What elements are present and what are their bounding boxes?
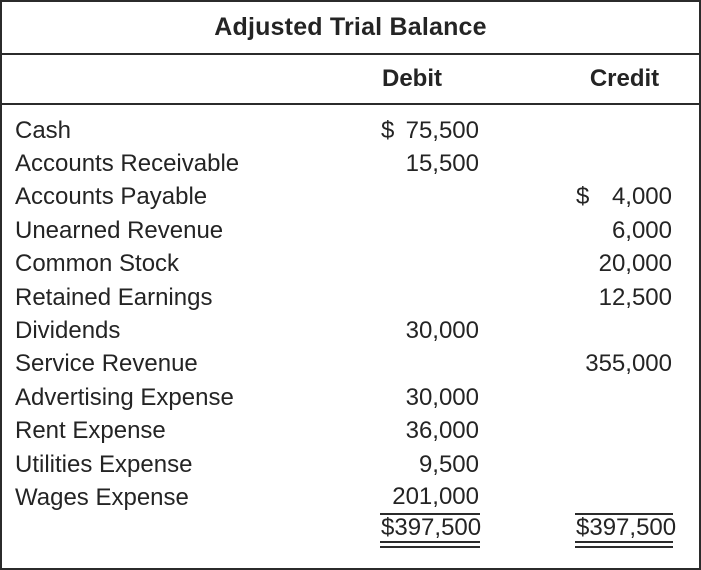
table-row: Cash $75,500 bbox=[2, 114, 699, 147]
table-row: Unearned Revenue 6,000 bbox=[2, 214, 699, 247]
account-name: Rent Expense bbox=[15, 417, 166, 445]
credit-amount-cell: 20,000 bbox=[575, 248, 673, 281]
debit-amount-cell bbox=[380, 181, 480, 214]
debit-total-cell: $ 397,500 bbox=[380, 513, 482, 549]
credit-amount-cell: 12,500 bbox=[575, 281, 673, 314]
table-row: Accounts Payable $4,000 bbox=[2, 181, 699, 214]
credit-amount-cell bbox=[575, 448, 673, 481]
debit-amount-cell: 30,000 bbox=[380, 381, 480, 414]
table-row: Advertising Expense 30,000 bbox=[2, 381, 699, 414]
credit-amount-cell bbox=[575, 114, 673, 147]
debit-value: 15,500 bbox=[405, 150, 479, 178]
credit-value: 4,000 bbox=[611, 183, 672, 211]
column-header-credit: Credit bbox=[589, 65, 660, 92]
credit-currency: $ bbox=[576, 183, 590, 211]
table-row: Dividends 30,000 bbox=[2, 314, 699, 347]
credit-amount-cell: 355,000 bbox=[575, 348, 673, 381]
table-body: Cash $75,500 Accounts Receivable 15,500 Acco… bbox=[2, 105, 699, 555]
table-row: Wages Expense 201,000 bbox=[2, 481, 699, 515]
credit-total-cell: $ 397,500 bbox=[575, 513, 677, 549]
page-title: Adjusted Trial Balance bbox=[214, 13, 487, 41]
account-name: Accounts Receivable bbox=[15, 150, 240, 178]
account-name: Advertising Expense bbox=[15, 383, 234, 411]
credit-value: 20,000 bbox=[598, 250, 672, 278]
debit-amount-cell: $75,500 bbox=[380, 114, 480, 147]
credit-total-currency: $ bbox=[576, 513, 590, 541]
column-header-row: Debit Credit bbox=[2, 55, 699, 105]
debit-amount-cell: 15,500 bbox=[380, 147, 480, 180]
column-header-debit: Debit bbox=[382, 65, 442, 92]
debit-amount-cell: 201,000 bbox=[380, 481, 480, 515]
account-name: Retained Earnings bbox=[15, 283, 213, 311]
debit-currency: $ bbox=[381, 116, 395, 144]
totals-row: $ 397,500 $ 397,500 bbox=[2, 513, 699, 556]
credit-amount-cell bbox=[575, 415, 673, 448]
debit-amount-cell bbox=[380, 248, 480, 281]
debit-amount-cell bbox=[380, 348, 480, 381]
account-name: Accounts Payable bbox=[15, 183, 208, 211]
debit-amount-cell bbox=[380, 214, 480, 247]
credit-value: 355,000 bbox=[585, 350, 672, 378]
account-name: Wages Expense bbox=[15, 483, 189, 511]
table-row: Utilities Expense 9,500 bbox=[2, 448, 699, 481]
debit-value: 30,000 bbox=[405, 383, 479, 411]
credit-amount-cell bbox=[575, 147, 673, 180]
debit-amount-cell: 36,000 bbox=[380, 415, 480, 448]
table-row: Service Revenue 355,000 bbox=[2, 348, 699, 381]
account-name: Dividends bbox=[15, 317, 121, 345]
debit-value: 201,000 bbox=[392, 482, 479, 510]
table-row: Retained Earnings 12,500 bbox=[2, 281, 699, 314]
debit-value: 36,000 bbox=[405, 417, 479, 445]
credit-amount-cell bbox=[575, 381, 673, 414]
table-title-row: Adjusted Trial Balance bbox=[2, 2, 699, 55]
debit-total-value: 397,500 bbox=[394, 513, 482, 541]
debit-value: 30,000 bbox=[405, 317, 479, 345]
credit-value: 6,000 bbox=[611, 216, 672, 244]
credit-amount-cell: 6,000 bbox=[575, 214, 673, 247]
credit-amount-cell: $4,000 bbox=[575, 181, 673, 214]
account-name: Unearned Revenue bbox=[15, 216, 224, 244]
table-row: Rent Expense 36,000 bbox=[2, 415, 699, 448]
credit-amount-cell bbox=[575, 314, 673, 347]
debit-amount-cell: 9,500 bbox=[380, 448, 480, 481]
account-name: Utilities Expense bbox=[15, 450, 193, 478]
account-name: Cash bbox=[15, 116, 72, 144]
debit-total-currency: $ bbox=[381, 513, 395, 541]
debit-value: 9,500 bbox=[418, 450, 479, 478]
debit-amount-cell bbox=[380, 281, 480, 314]
credit-amount-cell bbox=[575, 481, 673, 515]
table-row: Common Stock 20,000 bbox=[2, 248, 699, 281]
table-row: Accounts Receivable 15,500 bbox=[2, 147, 699, 180]
debit-amount-cell: 30,000 bbox=[380, 314, 480, 347]
account-name: Common Stock bbox=[15, 250, 180, 278]
account-name: Service Revenue bbox=[15, 350, 198, 378]
debit-value: 75,500 bbox=[405, 116, 479, 144]
credit-value: 12,500 bbox=[598, 283, 672, 311]
credit-total-value: 397,500 bbox=[589, 513, 677, 541]
